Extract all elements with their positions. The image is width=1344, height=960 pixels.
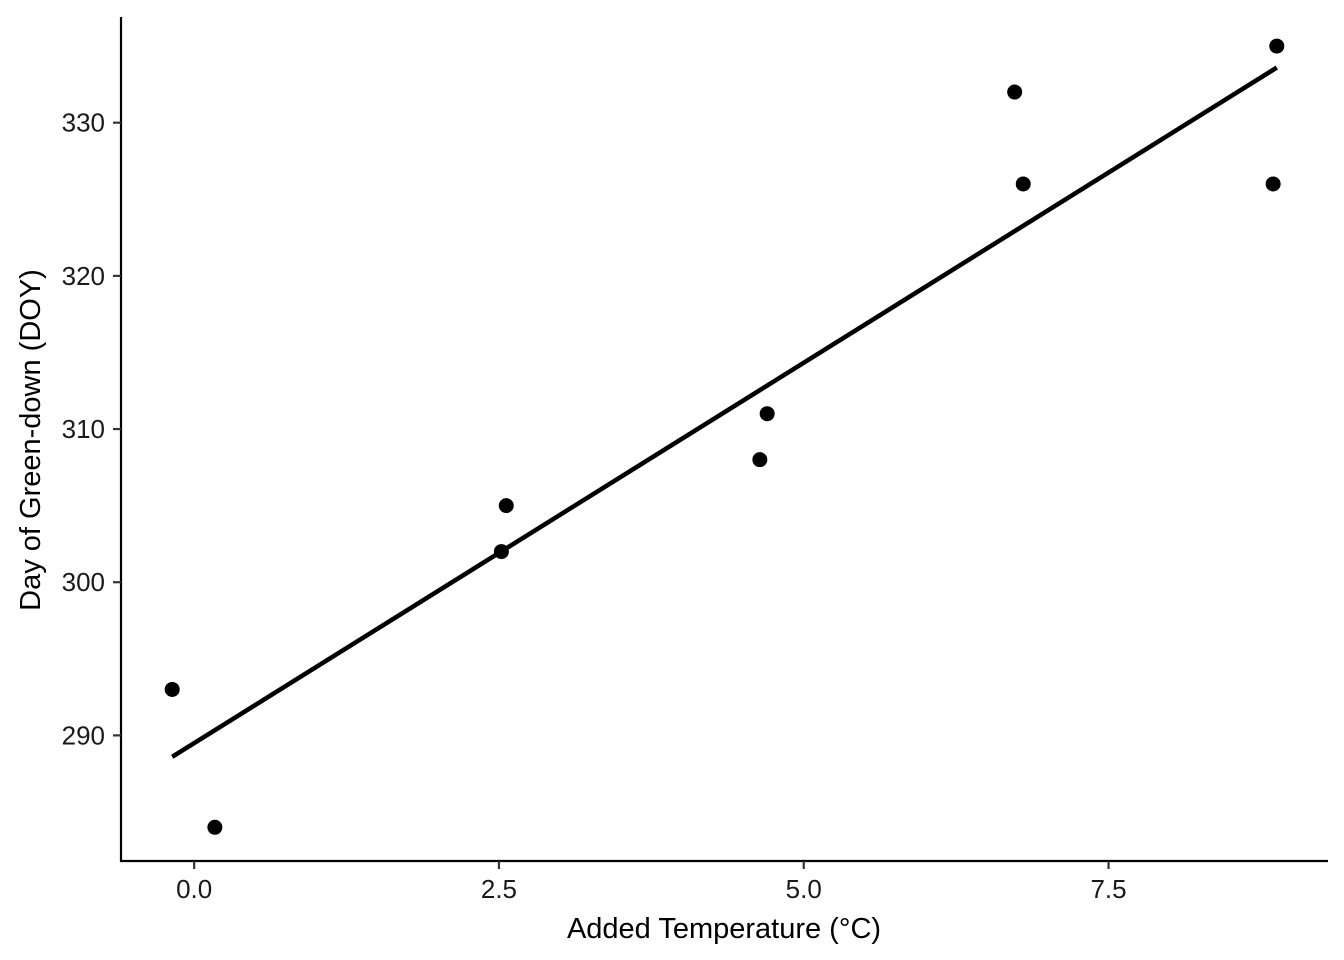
data-point-5: [752, 452, 768, 468]
data-point-4: [498, 498, 514, 514]
y-tick-label: 290: [62, 720, 105, 750]
data-point-7: [1007, 84, 1023, 100]
y-tick-label: 320: [62, 261, 105, 291]
x-tick-label: 0.0: [176, 874, 212, 904]
y-tick-label: 300: [62, 567, 105, 597]
y-tick-label: 310: [62, 414, 105, 444]
x-axis-title: Added Temperature (°C): [567, 913, 881, 945]
data-point-9: [1265, 176, 1281, 192]
trend-line: [171, 65, 1278, 759]
data-point-6: [759, 406, 775, 422]
x-tick-label: 5.0: [786, 874, 822, 904]
x-tick-label: 2.5: [481, 874, 517, 904]
y-axis-title: Day of Green-down (DOY): [15, 269, 47, 611]
data-point-2: [207, 819, 223, 835]
data-point-8: [1015, 176, 1031, 192]
data-point-1: [164, 681, 180, 697]
x-tick-label: 7.5: [1090, 874, 1126, 904]
plot-area: [164, 38, 1285, 835]
data-point-10: [1269, 38, 1285, 54]
axes: 0.0 2.5 5.0 7.5 290 300 310 320 330: [62, 17, 1328, 904]
y-tick-label: 330: [62, 108, 105, 138]
